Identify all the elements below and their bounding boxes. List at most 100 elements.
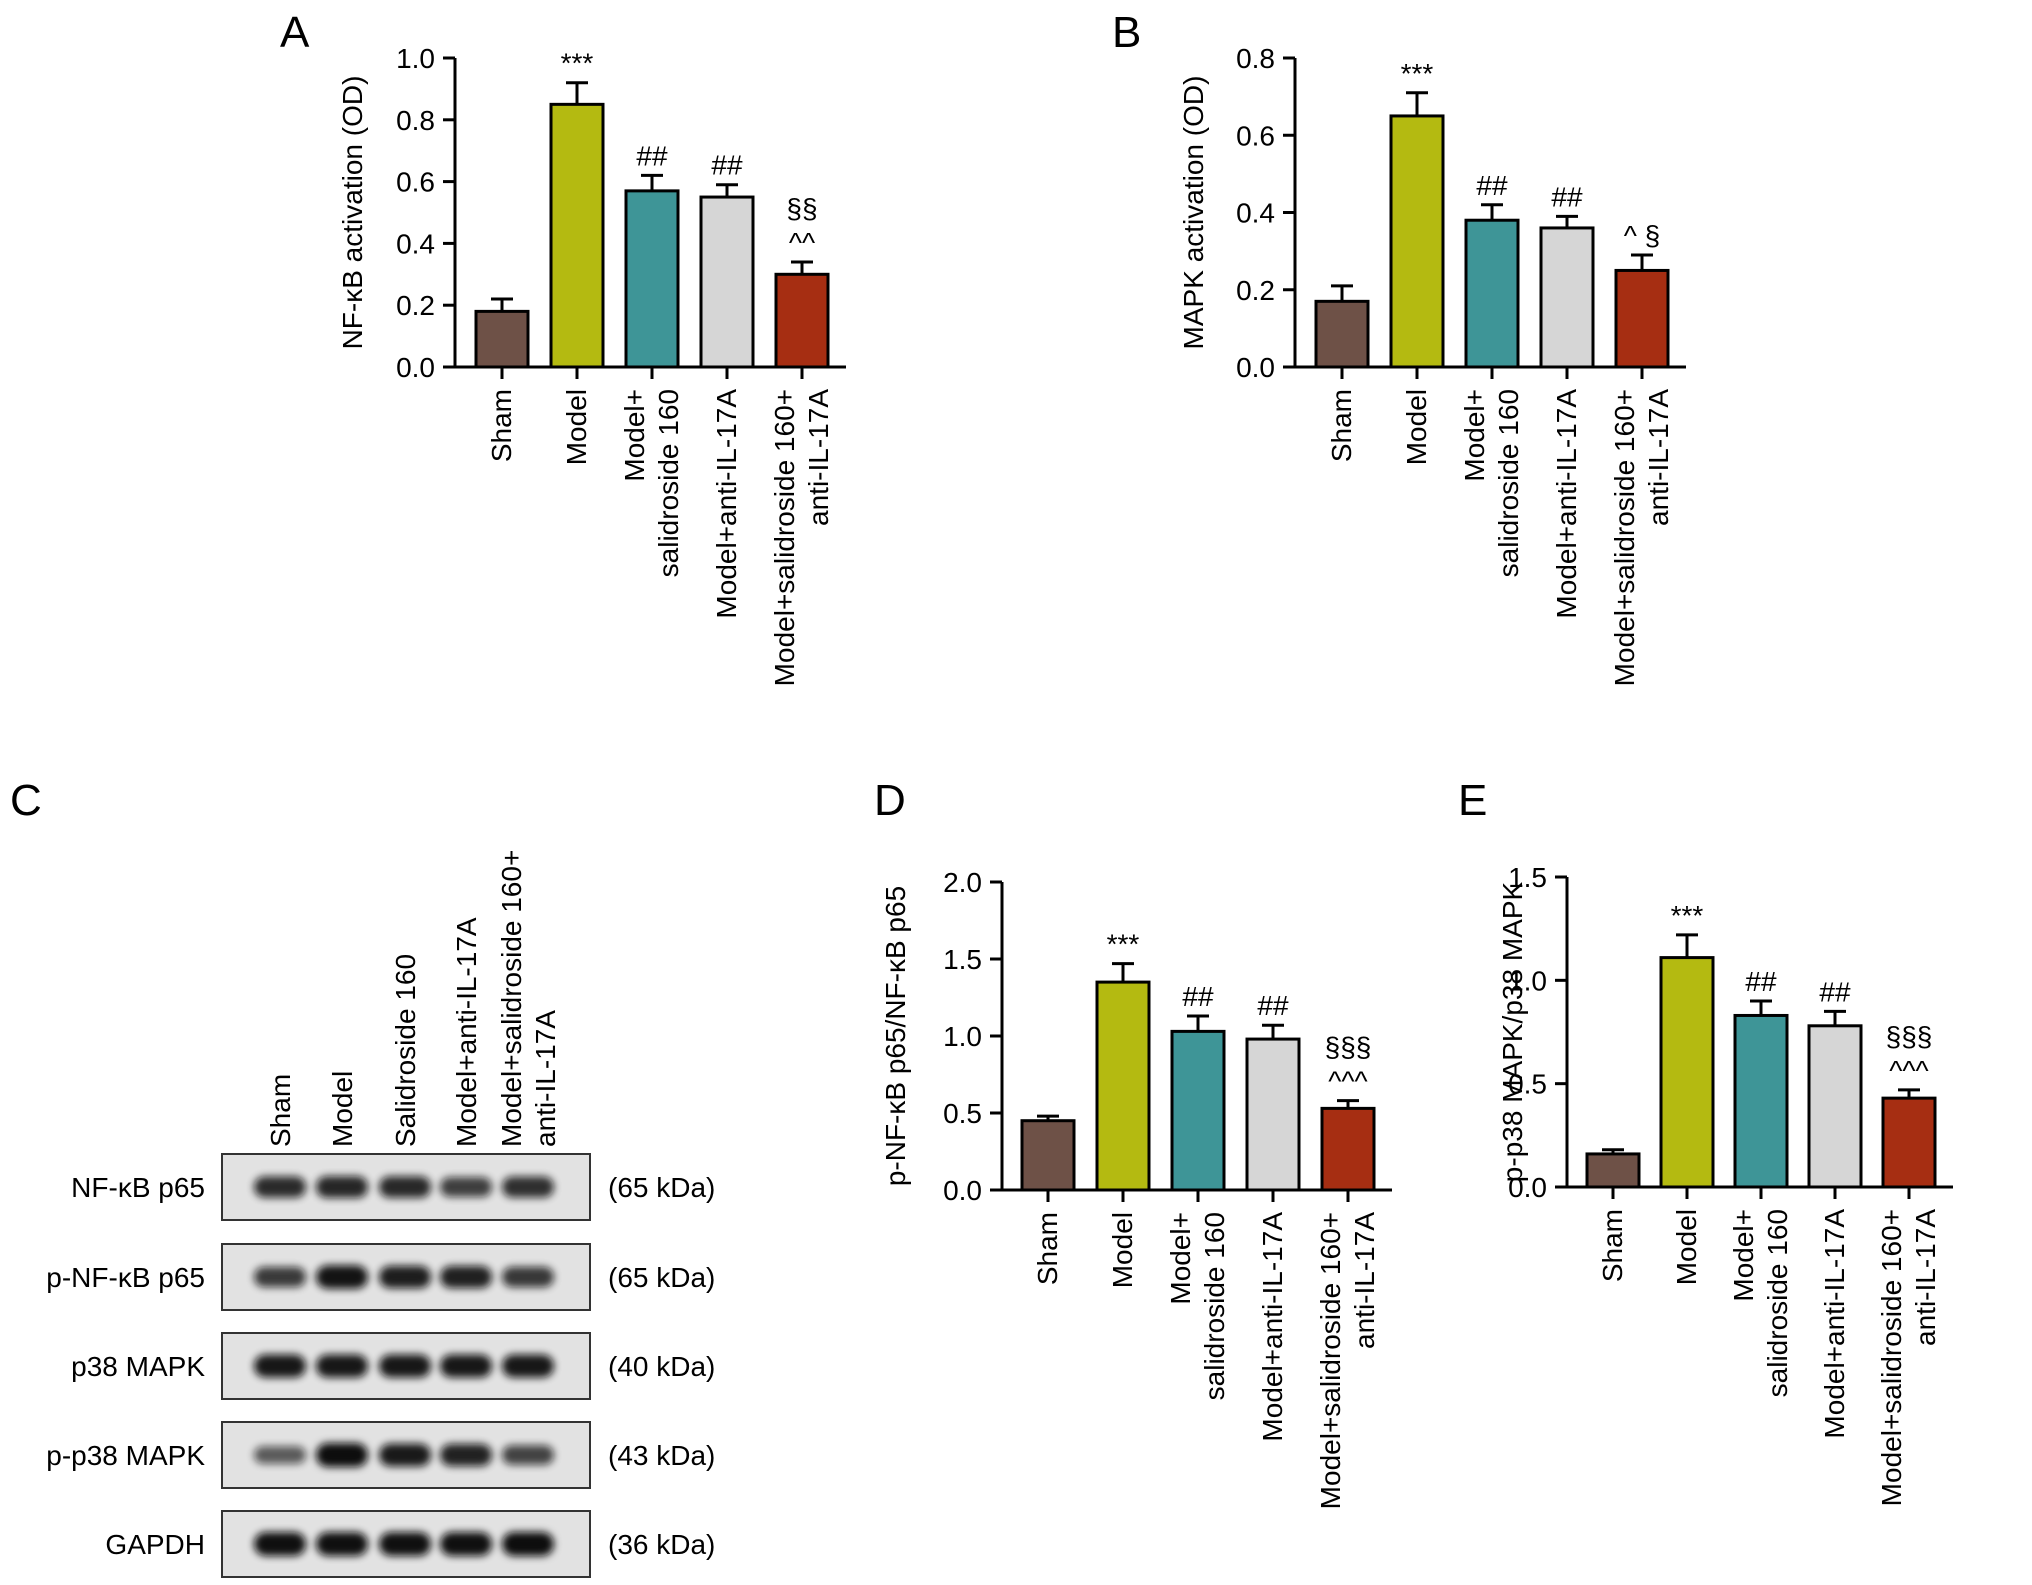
y-tick-label: 0.0 (1236, 352, 1275, 383)
x-category-label: Model (1107, 1212, 1138, 1288)
blot-band (254, 1176, 306, 1198)
y-tick-label: 0.0 (943, 1175, 982, 1206)
significance-label: §§§ (1325, 1032, 1372, 1063)
bar (1245, 1037, 1301, 1192)
blot-band (254, 1354, 306, 1378)
x-category-label: Model+ (1459, 389, 1490, 482)
blot-lane-label: Sham (265, 1074, 296, 1147)
significance-label: §§§ (1886, 1021, 1933, 1052)
bar (1807, 1024, 1863, 1189)
blot-band (254, 1532, 306, 1556)
y-tick-label: 0.5 (1508, 1069, 1547, 1100)
blot-size-label: (65 kDa) (608, 1262, 715, 1293)
bar (1733, 1013, 1789, 1189)
significance-label: ## (711, 150, 743, 181)
y-tick-label: 0.6 (1236, 120, 1275, 151)
y-axis-label: NF-κB activation (OD) (337, 76, 368, 350)
significance-label: *** (1107, 929, 1140, 960)
x-category-label: Model+salidroside 160+ (769, 389, 800, 686)
bar (1170, 1029, 1226, 1192)
bar (1539, 226, 1595, 369)
bar (624, 189, 680, 369)
panel-letter-a: A (280, 8, 310, 57)
y-tick-label: 0.8 (1236, 43, 1275, 74)
chart-panel-e: 0.0 0.5 1.0 1.5p-p38 MAPK/p38 MAPK Sham *** Mo… (1497, 862, 1953, 1506)
blot-band (316, 1176, 368, 1198)
y-tick-label: 0.2 (1236, 275, 1275, 306)
y-tick-label: 0.5 (943, 1098, 982, 1129)
blot-band (502, 1266, 554, 1288)
y-tick-label: 1.0 (943, 1021, 982, 1052)
y-tick-label: 0.8 (396, 105, 435, 136)
y-tick-label: 1.5 (1508, 862, 1547, 893)
significance-label: ## (1551, 181, 1583, 212)
blot-row-label: p38 MAPK (71, 1351, 205, 1382)
panel-letter-d: D (874, 776, 906, 825)
y-axis-label: p-NF-κB p65/NF-κB p65 (880, 886, 911, 1186)
x-category-label: Model+anti-IL-17A (711, 389, 742, 619)
blot-band (316, 1443, 368, 1467)
blot-row-label: p-p38 MAPK (46, 1440, 205, 1471)
significance-label: ^^^ (1328, 1066, 1367, 1097)
significance-label: *** (1671, 900, 1704, 931)
significance-label: ## (1257, 990, 1289, 1021)
x-category-label: Model (1401, 389, 1432, 465)
blot-band (254, 1266, 306, 1288)
blot-band (440, 1532, 492, 1556)
x-category-label: Model+salidroside 160+ (1315, 1212, 1346, 1509)
bar (474, 309, 530, 369)
bar (1614, 268, 1670, 369)
blot-lane-label: Salidroside 160 (390, 954, 421, 1147)
blot-band (440, 1443, 492, 1467)
significance-label: *** (1401, 58, 1434, 89)
blot-band (379, 1443, 431, 1467)
x-category-label: Model+anti-IL-17A (1819, 1209, 1850, 1439)
blot-band (254, 1446, 306, 1464)
blot-band (502, 1176, 554, 1198)
y-tick-label: 1.0 (396, 43, 435, 74)
chart-panel-d: 0.0 0.5 1.0 1.5 2.0 p-NF-κB p65/NF-κB p65 Sham… (880, 867, 1392, 1509)
blot-lane-label: anti-IL-17A (530, 1010, 561, 1147)
x-category-label: Sham (486, 389, 517, 462)
y-axis-label: MAPK activation (OD) (1178, 76, 1209, 350)
x-category-label: Model+ (1165, 1212, 1196, 1305)
x-category-label: Model+anti-IL-17A (1257, 1212, 1288, 1442)
blot-band (316, 1532, 368, 1556)
y-tick-label: 0.0 (396, 352, 435, 383)
x-category-label: anti-IL-17A (803, 389, 834, 526)
blot-lane-label: Model (327, 1071, 358, 1147)
y-tick-label: 0.4 (396, 228, 435, 259)
significance-label: ^^ (789, 227, 815, 258)
x-category-label: anti-IL-17A (1349, 1212, 1380, 1349)
blot-band (440, 1177, 492, 1197)
blot-band (440, 1265, 492, 1289)
x-category-label: Model+ (619, 389, 650, 482)
significance-label: ## (636, 140, 668, 171)
blot-band (379, 1265, 431, 1289)
y-tick-label: 0.2 (396, 290, 435, 321)
blot-band (379, 1176, 431, 1198)
x-category-label: Model (1671, 1209, 1702, 1285)
western-blot-panel-c: Sham Model Salidroside 160 Model+anti-IL-17… (46, 850, 715, 1578)
blot-band (502, 1532, 554, 1556)
significance-label: ## (1745, 966, 1777, 997)
panel-letter-b: B (1112, 8, 1141, 57)
blot-size-label: (43 kDa) (608, 1440, 715, 1471)
panel-letters: A B C D E (10, 8, 1487, 825)
blot-band (502, 1354, 554, 1378)
x-category-label: Model+salidroside 160+ (1609, 389, 1640, 686)
significance-label: *** (561, 48, 594, 79)
bar (549, 102, 605, 369)
x-category-label: anti-IL-17A (1643, 389, 1674, 526)
y-tick-label: 0.4 (1236, 198, 1275, 229)
significance-label: §§ (786, 193, 817, 224)
x-category-label: Sham (1597, 1209, 1628, 1282)
blot-band (440, 1354, 492, 1378)
chart-panel-b: 0.0 0.2 0.4 0.6 0.8 MAPK activation (OD) Sham *… (1178, 43, 1686, 686)
bar (1659, 956, 1715, 1189)
blot-band (379, 1532, 431, 1556)
bar (1585, 1152, 1641, 1189)
blot-size-label: (65 kDa) (608, 1172, 715, 1203)
x-category-label: salidroside 160 (1762, 1209, 1793, 1397)
